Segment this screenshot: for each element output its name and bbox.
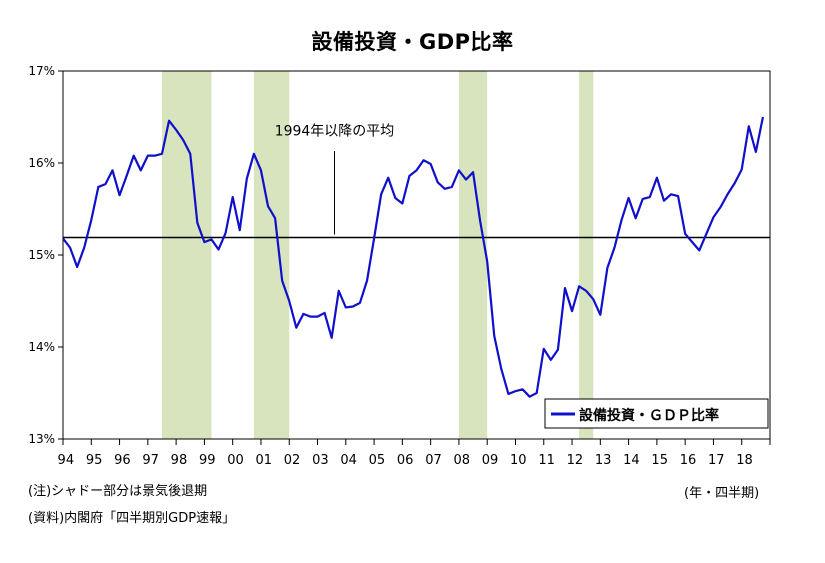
x-tick-label: 01 bbox=[256, 453, 273, 468]
average-label: 1994年以降の平均 bbox=[275, 123, 395, 139]
legend-label: 設備投資・ＧＤＰ比率 bbox=[579, 407, 719, 424]
x-tick-label: 08 bbox=[453, 453, 470, 468]
x-tick-label: 00 bbox=[227, 453, 244, 468]
y-tick-label: 17% bbox=[28, 64, 55, 78]
x-tick-label: 97 bbox=[142, 453, 159, 468]
x-tick-label: 94 bbox=[58, 453, 75, 468]
x-tick-label: 02 bbox=[284, 453, 301, 468]
legend-box bbox=[544, 398, 769, 429]
recession-shade-2 bbox=[458, 71, 488, 439]
x-tick-label: 17 bbox=[708, 453, 725, 468]
x-tick-label: 96 bbox=[114, 453, 131, 468]
x-tick-label: 14 bbox=[623, 453, 640, 468]
x-tick-label: 09 bbox=[482, 453, 499, 468]
x-tick-label: 04 bbox=[340, 453, 357, 468]
x-tick-label: 12 bbox=[567, 453, 584, 468]
x-tick-label: 99 bbox=[199, 453, 216, 468]
x-tick-label: 06 bbox=[397, 453, 414, 468]
recession-shade-0 bbox=[161, 71, 212, 439]
recession-shades bbox=[161, 71, 594, 439]
x-tick-label: 11 bbox=[538, 453, 555, 468]
x-tick-label: 98 bbox=[171, 453, 188, 468]
y-tick-label: 13% bbox=[28, 432, 55, 446]
y-tick-label: 15% bbox=[28, 248, 55, 262]
x-tick-label: 03 bbox=[312, 453, 329, 468]
x-tick-label: 07 bbox=[425, 453, 442, 468]
x-tick-label: 15 bbox=[651, 453, 668, 468]
x-tick-label: 18 bbox=[736, 453, 753, 468]
chart-title: 設備投資・GDP比率 bbox=[311, 30, 514, 54]
x-tick-label: 13 bbox=[595, 453, 612, 468]
x-tick-label: 16 bbox=[680, 453, 697, 468]
x-tick-label: 05 bbox=[369, 453, 386, 468]
y-axis: 13% 14% 15% 16% 17% bbox=[28, 64, 63, 446]
recession-shade-3 bbox=[579, 71, 594, 439]
x-axis: 94 95 96 97 98 99 00 01 02 03 04 05 06 07 08 09 10 11 12 13… bbox=[58, 439, 771, 468]
y-tick-label: 16% bbox=[28, 156, 55, 170]
source-note: (資料)内閣府「四半期別GDP速報」 bbox=[28, 511, 236, 526]
x-axis-unit-label: (年・四半期) bbox=[684, 486, 760, 501]
x-tick-label: 10 bbox=[510, 453, 527, 468]
recession-shade-1 bbox=[253, 71, 290, 439]
legend: 設備投資・ＧＤＰ比率 bbox=[544, 398, 769, 429]
series-line bbox=[62, 116, 765, 398]
x-tick-label: 95 bbox=[86, 453, 103, 468]
shade-note: (注)シャドー部分は景気後退期 bbox=[28, 484, 208, 499]
y-tick-label: 14% bbox=[28, 340, 55, 354]
